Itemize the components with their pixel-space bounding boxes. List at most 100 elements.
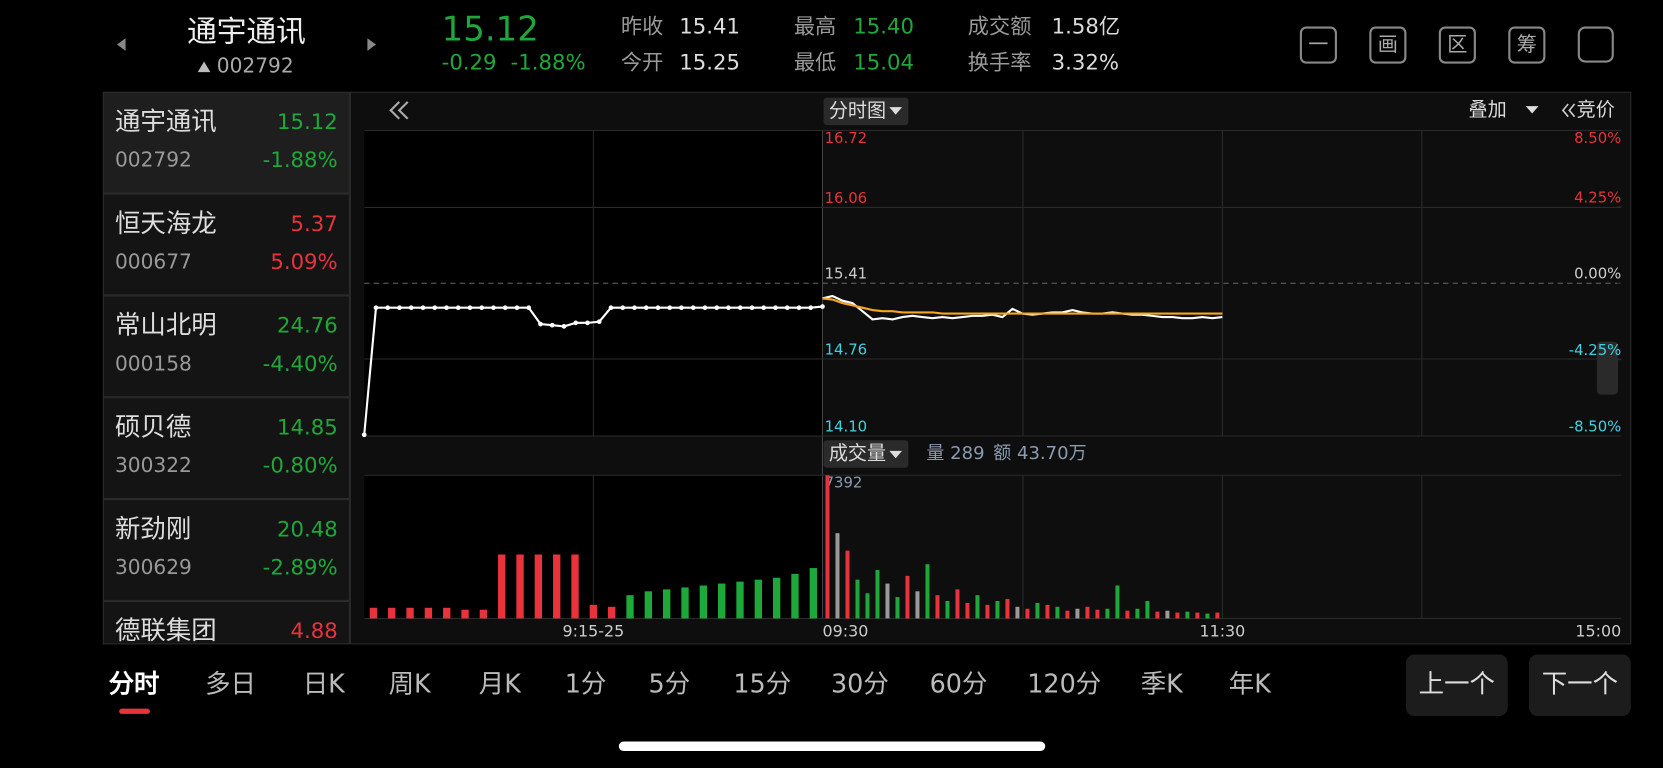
watch-item[interactable] (102, 397, 350, 500)
next-stock-arrow[interactable] (367, 38, 376, 51)
watch-pct[interactable]: -2.89% (263, 556, 338, 581)
period-tab[interactable]: 多日 (205, 669, 256, 699)
volume-bar (945, 600, 950, 619)
tab-box[interactable] (823, 97, 909, 126)
volume-bar (1015, 606, 1020, 619)
x-tick-label: 15:00 (1575, 622, 1621, 641)
watch-name[interactable]: 德联集团 (115, 616, 217, 646)
watch-code[interactable]: 300322 (115, 453, 192, 477)
nav-button[interactable] (1405, 654, 1508, 717)
watch-name[interactable]: 硕贝德 (115, 413, 191, 443)
tool-button[interactable] (1369, 26, 1407, 64)
watch-price[interactable]: 4.88 (290, 619, 337, 644)
watch-item[interactable] (102, 295, 350, 398)
overlay-label[interactable]: 叠加 (1468, 98, 1506, 121)
watch-price[interactable]: 14.85 (277, 416, 338, 441)
watch-code[interactable]: 000158 (115, 351, 192, 375)
period-tab[interactable]: 季K (1141, 669, 1184, 699)
tool-label[interactable]: 画 (1378, 32, 1398, 56)
auction-point (561, 324, 567, 329)
watch-pct[interactable]: -0.80% (263, 454, 338, 479)
y-tick-label: 16.06 (825, 189, 868, 207)
period-tab[interactable]: 周K (389, 669, 432, 699)
watch-price[interactable]: 5.37 (290, 212, 337, 237)
stat-label: 最低 (794, 51, 836, 76)
auction-label[interactable]: 竞价 (1577, 98, 1615, 121)
volume-bar (885, 583, 890, 619)
period-tab[interactable]: 5分 (649, 669, 691, 699)
period-tab[interactable]: 30分 (831, 669, 889, 699)
dropdown-icon[interactable] (1525, 106, 1539, 114)
y-tick-label: 16.72 (825, 129, 868, 147)
period-tab[interactable]: 日K (303, 669, 346, 699)
chart-tab[interactable]: 分时图 (829, 99, 886, 122)
watch-code[interactable]: 000677 (115, 250, 192, 274)
x-tick-label: 11:30 (1199, 622, 1245, 641)
period-tab[interactable]: 月K (479, 669, 522, 699)
watch-pct[interactable]: -1.88% (263, 148, 338, 173)
auction-point (573, 320, 579, 326)
prev-stock-arrow[interactable] (117, 38, 126, 51)
nav-button-label[interactable]: 下一个 (1542, 669, 1618, 699)
watch-name[interactable]: 常山北明 (115, 311, 217, 341)
auction-chevrons[interactable] (1561, 103, 1576, 118)
watch-pct[interactable]: -4.40% (263, 352, 338, 377)
volume-tab[interactable]: 成交量 (829, 442, 886, 465)
watch-item[interactable] (102, 193, 350, 296)
auction-point (714, 305, 720, 311)
tab-box[interactable] (823, 440, 909, 468)
side-handle[interactable] (1596, 341, 1619, 395)
watch-price[interactable]: 24.76 (277, 314, 338, 339)
watch-item[interactable] (102, 600, 350, 645)
last-price: 15.12 (442, 9, 539, 49)
dropdown-icon[interactable] (889, 450, 903, 459)
watch-price[interactable]: 20.48 (277, 517, 338, 542)
watch-code[interactable]: 002792 (115, 148, 192, 172)
auction-point (373, 305, 379, 311)
watch-name[interactable]: 恒天海龙 (115, 209, 217, 239)
stat-value: 15.04 (853, 51, 914, 76)
y-tick-label: 14.10 (825, 417, 868, 435)
watch-item[interactable] (102, 499, 350, 601)
volume-bar (895, 597, 900, 619)
volume-bar (388, 607, 396, 619)
watch-code[interactable]: 300629 (115, 555, 192, 579)
watch-name[interactable]: 新劲刚 (115, 514, 191, 544)
dropdown-icon[interactable] (889, 107, 903, 115)
period-tab[interactable]: 120分 (1027, 669, 1101, 699)
nav-button-label[interactable]: 上一个 (1419, 669, 1495, 699)
nav-button[interactable] (1528, 654, 1631, 717)
volume-bar (865, 593, 870, 619)
tool-button[interactable] (1299, 26, 1337, 64)
auction-point (608, 305, 614, 311)
y2-tick-label: -4.25% (1569, 341, 1622, 359)
period-tab[interactable]: 年K (1229, 669, 1272, 699)
collapse-icon[interactable] (389, 101, 409, 120)
auction-point (737, 305, 743, 311)
watch-pct[interactable]: 5.09% (270, 250, 337, 275)
period-tab[interactable]: 15分 (733, 669, 791, 699)
tool-button[interactable] (1438, 26, 1476, 64)
period-tab[interactable]: 1分 (565, 669, 607, 699)
up-icon (197, 61, 211, 73)
tool-button[interactable] (1508, 26, 1546, 64)
period-tab[interactable]: 60分 (930, 669, 988, 699)
volume-bar (754, 579, 762, 619)
stat-value: 15.41 (679, 15, 740, 40)
watch-name[interactable]: 通宇通讯 (115, 107, 217, 137)
watch-price[interactable]: 15.12 (277, 110, 338, 135)
watch-item[interactable] (102, 91, 350, 194)
volume-bar (791, 573, 799, 619)
volume-bar (1115, 585, 1120, 619)
auction-point (726, 305, 731, 311)
tool-label[interactable]: 筹 (1517, 32, 1537, 56)
period-tab[interactable]: 分时 (109, 669, 160, 699)
y2-tick-label: 8.50% (1574, 129, 1621, 147)
x-tick-label: 09:30 (822, 622, 868, 641)
rotate-icon[interactable] (1577, 26, 1614, 63)
volume-bar (1025, 608, 1030, 619)
tool-label[interactable]: 区 (1447, 32, 1467, 56)
volume-bar (1165, 610, 1170, 619)
volume-bar (825, 475, 830, 619)
tool-label[interactable]: 一 (1308, 32, 1328, 56)
